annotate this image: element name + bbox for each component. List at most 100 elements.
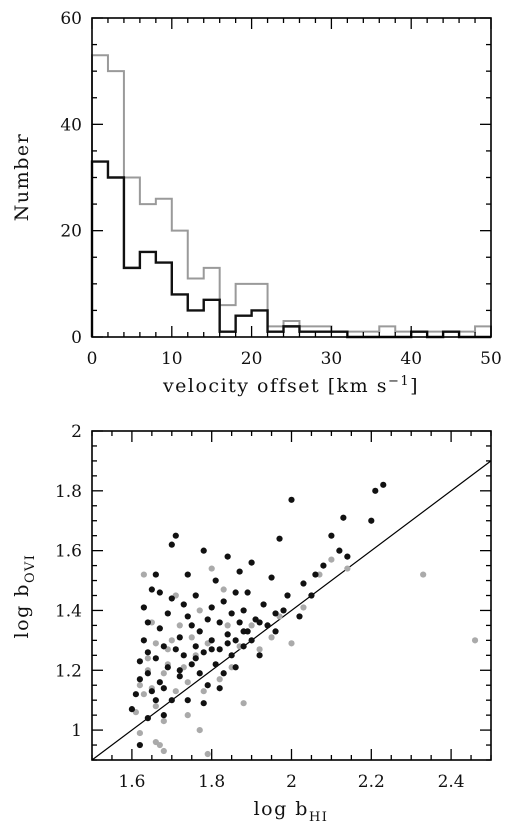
scatter-point-series-2 xyxy=(216,685,223,692)
scatter-point-series-2 xyxy=(144,670,151,677)
scatter-point-series-1 xyxy=(144,655,151,662)
scatter-point-series-2 xyxy=(244,589,251,596)
scatter-point-series-1 xyxy=(196,726,203,734)
scatter-point-series-1 xyxy=(160,718,167,725)
scatter-point-series-2 xyxy=(296,613,303,620)
scatter-point-series-2 xyxy=(276,535,283,542)
histogram-y-tick-label: 40 xyxy=(60,115,82,135)
scatter-point-series-2 xyxy=(232,637,239,644)
scatter-points xyxy=(128,481,479,758)
histogram-x-axis-label: velocity offset [km s−1] xyxy=(162,374,419,397)
scatter-point-series-2 xyxy=(236,619,243,626)
scatter-point-series-1 xyxy=(196,607,203,614)
scatter-point-series-1 xyxy=(140,691,147,698)
scatter-point-series-1 xyxy=(216,676,223,683)
scatter-point-series-1 xyxy=(344,565,351,572)
scatter-point-series-2 xyxy=(368,517,375,524)
scatter-point-series-2 xyxy=(172,646,179,653)
histogram-frame xyxy=(91,17,492,338)
scatter-point-series-2 xyxy=(272,628,279,635)
histogram-y-tick-label: 0 xyxy=(71,328,82,348)
scatter-point-series-2 xyxy=(196,628,203,635)
scatter-point-series-2 xyxy=(172,532,179,539)
scatter-point-series-2 xyxy=(136,676,143,683)
scatter-point-series-2 xyxy=(216,619,223,626)
scatter-point-series-2 xyxy=(164,610,171,617)
scatter-point-series-2 xyxy=(208,637,215,644)
scatter-point-series-1 xyxy=(156,741,163,749)
scatter-point-series-2 xyxy=(164,664,171,671)
scatter-point-series-2 xyxy=(380,481,387,488)
scatter-point-series-2 xyxy=(208,646,215,653)
scatter-point-series-2 xyxy=(204,616,211,623)
scatter-point-series-2 xyxy=(268,574,275,581)
scatter-point-series-2 xyxy=(156,625,163,632)
scatter-point-series-2 xyxy=(220,670,227,677)
histogram-series-2-step xyxy=(90,160,491,339)
scatter-point-series-2 xyxy=(228,610,235,617)
scatter-frame xyxy=(91,430,492,761)
scatter-y-tick-label: 1.4 xyxy=(55,601,82,621)
histogram-panel: 0 10 20 30 40 50 0 20 40 60 velocity offset [km … xyxy=(11,9,502,397)
histogram-x-tick-labels: 0 10 20 30 40 50 xyxy=(87,349,502,369)
scatter-point-series-2 xyxy=(308,592,315,599)
scatter-point-series-2 xyxy=(168,541,175,548)
scatter-x-tick-label: 1.8 xyxy=(198,772,225,792)
scatter-x-tick-label: 1.6 xyxy=(118,772,145,792)
scatter-point-series-2 xyxy=(344,553,351,560)
scatter-point-series-2 xyxy=(232,589,239,596)
scatter-x-tick-label: 2 xyxy=(286,772,297,792)
scatter-y-tick-label: 1.6 xyxy=(55,542,82,562)
histogram-x-tick-label: 50 xyxy=(480,349,502,369)
scatter-point-series-2 xyxy=(152,655,159,662)
scatter-point-series-2 xyxy=(148,586,155,593)
scatter-point-series-2 xyxy=(248,559,255,566)
scatter-point-series-2 xyxy=(312,571,319,578)
scatter-point-series-1 xyxy=(136,729,143,737)
scatter-point-series-1 xyxy=(224,622,231,629)
scatter-point-series-2 xyxy=(152,571,159,578)
scatter-point-series-2 xyxy=(336,547,343,554)
scatter-point-series-2 xyxy=(224,631,231,638)
scatter-point-series-2 xyxy=(188,661,195,668)
scatter-y-tick-label: 1 xyxy=(71,721,82,741)
scatter-point-series-2 xyxy=(184,613,191,620)
scatter-point-series-2 xyxy=(144,715,151,722)
scatter-point-series-2 xyxy=(272,610,279,617)
scatter-point-series-2 xyxy=(200,649,207,656)
scatter-point-series-1 xyxy=(471,637,479,644)
scatter-point-series-2 xyxy=(212,577,219,584)
histogram-y-axis-label: Number xyxy=(11,133,33,221)
scatter-point-series-2 xyxy=(212,661,219,668)
scatter-point-series-1 xyxy=(168,637,175,644)
scatter-ticks xyxy=(91,430,492,761)
scatter-point-series-2 xyxy=(284,592,291,599)
scatter-point-series-2 xyxy=(160,685,167,692)
scatter-point-series-2 xyxy=(136,658,143,665)
scatter-point-series-2 xyxy=(176,667,183,674)
scatter-point-series-2 xyxy=(156,589,163,596)
scatter-point-series-1 xyxy=(140,571,147,578)
scatter-point-series-1 xyxy=(248,622,255,629)
scatter-point-series-2 xyxy=(152,697,159,704)
scatter-point-series-1 xyxy=(152,703,159,710)
scatter-point-series-2 xyxy=(196,670,203,677)
scatter-point-series-2 xyxy=(200,700,207,707)
scatter-point-series-2 xyxy=(264,622,271,629)
scatter-point-series-1 xyxy=(268,634,275,641)
scatter-point-series-2 xyxy=(208,604,215,611)
scatter-panel: 1.6 1.8 2 2.2 2.4 1 1.2 1.4 1.6 1.8 2 log bHI log… xyxy=(11,422,492,823)
scatter-point-series-2 xyxy=(168,595,175,602)
scatter-point-series-1 xyxy=(220,586,227,593)
scatter-point-series-2 xyxy=(140,637,147,644)
scatter-point-series-1 xyxy=(176,622,183,629)
scatter-point-series-2 xyxy=(184,571,191,578)
scatter-point-series-2 xyxy=(256,619,263,626)
scatter-point-series-2 xyxy=(224,553,231,560)
scatter-y-tick-labels: 1 1.2 1.4 1.6 1.8 2 xyxy=(55,422,82,741)
scatter-point-series-1 xyxy=(184,712,191,719)
reference-line xyxy=(91,460,492,761)
scatter-point-series-2 xyxy=(320,562,327,569)
scatter-point-series-1 xyxy=(200,688,207,695)
